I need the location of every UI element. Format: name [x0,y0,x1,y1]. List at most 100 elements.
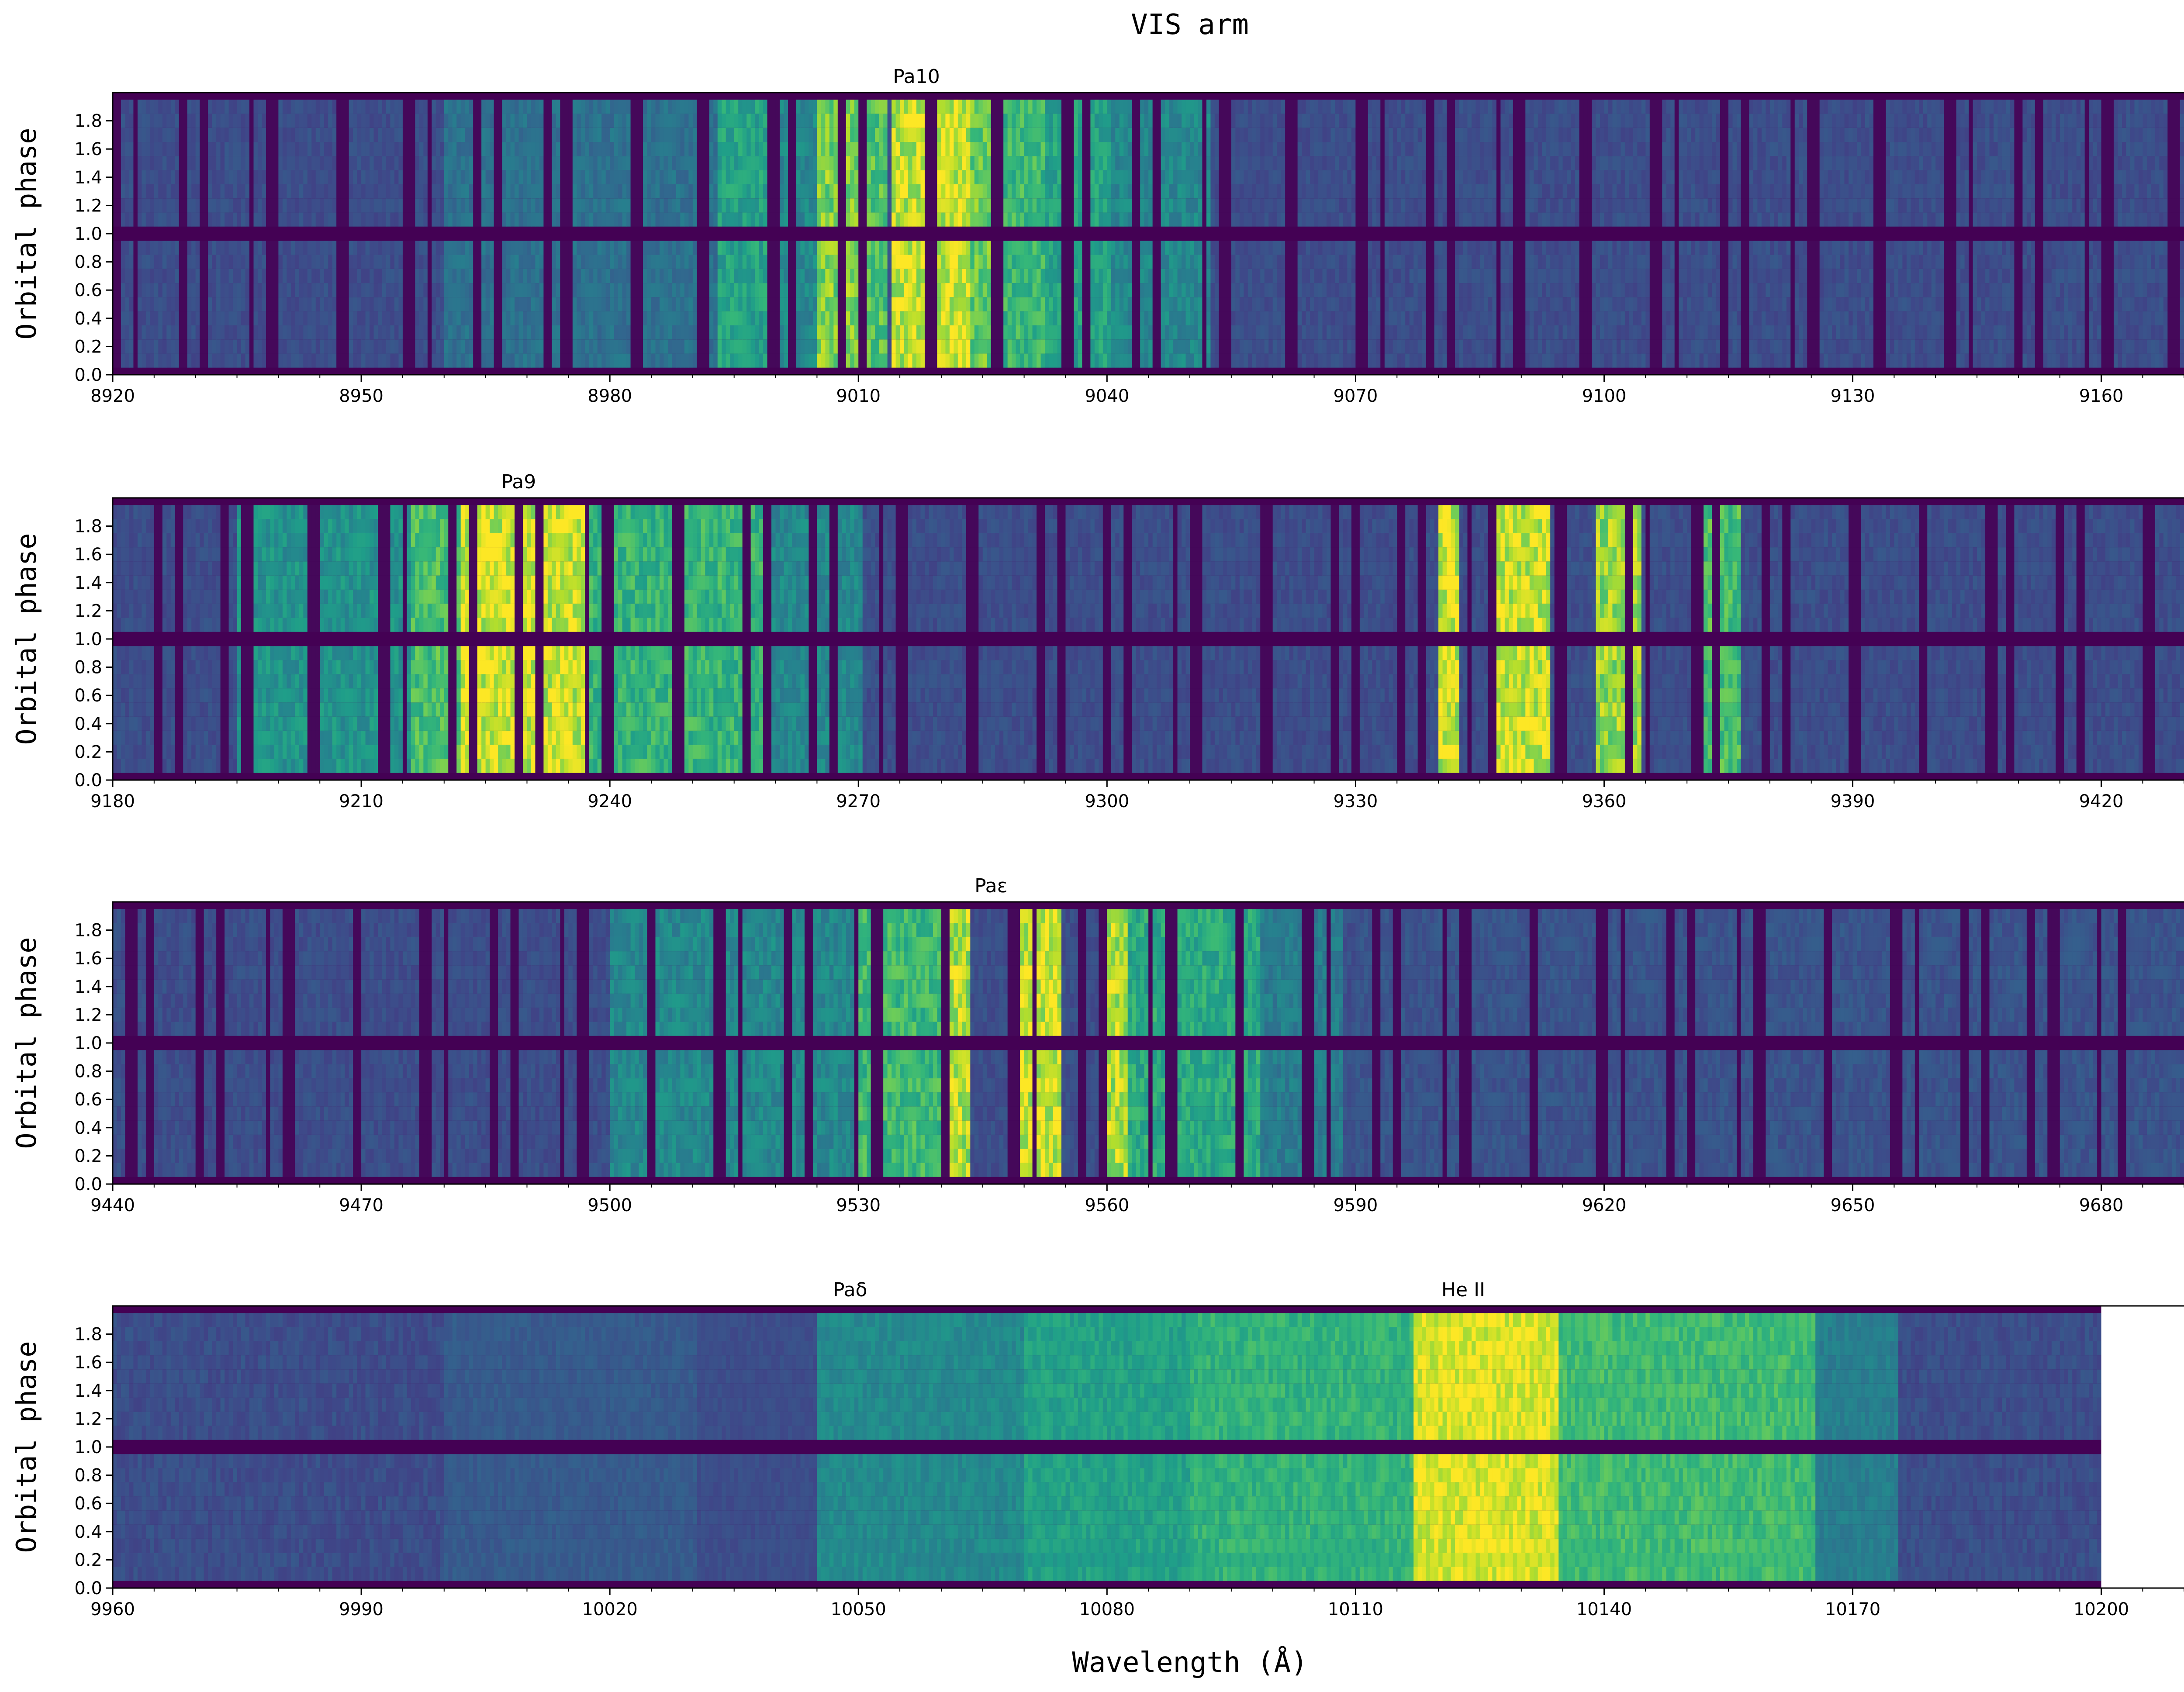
x-tick-label: 9440 [90,1195,135,1215]
spectral-line-label: Pa10 [893,66,940,88]
panel-2-heatmap [113,498,2184,780]
x-tick-label: 10020 [582,1599,638,1619]
panel-4-heatmap [113,1306,2101,1588]
x-tick-label: 9130 [1831,386,1875,406]
y-tick-label: 1.2 [74,1005,102,1025]
y-axis-label: Orbital phase [10,937,42,1149]
x-tick-label: 10140 [1576,1599,1632,1619]
bottom-strip [113,1177,2184,1184]
x-tick-label: 10200 [2073,1599,2129,1619]
x-tick-label: 10170 [1825,1599,1880,1619]
y-axis-label: Orbital phase [10,1341,42,1553]
x-tick-label: 9300 [1085,791,1129,811]
x-tick-label: 9390 [1831,791,1875,811]
spectral-line-label: Paδ [833,1279,867,1301]
y-tick-label: 1.2 [74,601,102,621]
x-tick-label: 10050 [831,1599,886,1619]
phase-gap-1 [113,632,2184,646]
y-tick-label: 1.0 [74,1033,102,1053]
phase-gap-1 [113,1440,2101,1454]
x-tick-label: 9420 [2079,791,2124,811]
bottom-strip [113,1581,2101,1588]
x-tick-label: 9010 [836,386,881,406]
x-tick-label: 9070 [1333,386,1378,406]
x-tick-label: 9990 [339,1599,384,1619]
x-tick-label: 9180 [90,791,135,811]
panel-2: 9180 9210 9240 9270 9300 9330 9360 9390 9420 0.0 0… [10,471,2184,811]
x-tick-label: 9160 [2079,386,2124,406]
x-tick-label: 9100 [1582,386,1627,406]
bottom-strip [113,367,2184,375]
y-tick-label: 0.6 [74,1494,102,1514]
y-tick-label: 0.2 [74,1146,102,1166]
y-tick-label: 0.4 [74,1118,102,1138]
y-tick-label: 0.6 [74,686,102,706]
x-tick-label: 9270 [836,791,881,811]
y-axis-label: Orbital phase [10,128,42,339]
x-tick-label: 9560 [1085,1195,1129,1215]
y-tick-label: 0.0 [74,1174,102,1195]
x-tick-label: 9040 [1085,386,1129,406]
y-axis-label: Orbital phase [10,533,42,745]
x-tick-label: 9330 [1333,791,1378,811]
x-tick-label: 10080 [1079,1599,1135,1619]
y-tick-label: 1.8 [74,921,102,941]
phase-gap-1 [113,226,2184,241]
y-tick-label: 1.4 [74,1381,102,1401]
y-tick-label: 0.8 [74,1062,102,1082]
phase-gap-1 [113,1036,2184,1050]
y-tick-label: 0.8 [74,658,102,678]
panels-group: 8920 8950 8980 9010 9040 9070 9100 9130 9160 0.0 0… [10,66,2184,1619]
top-strip [113,498,2184,505]
panel-3-heatmap [113,902,2184,1184]
y-tick-label: 1.8 [74,1325,102,1345]
y-tick-label: 1.6 [74,949,102,969]
y-tick-label: 1.0 [74,224,102,244]
x-tick-label: 9500 [587,1195,632,1215]
panel-1-heatmap [113,93,2184,375]
x-tick-label: 10110 [1328,1599,1383,1619]
y-tick-label: 0.4 [74,309,102,329]
panel-4: 9960 9990 10020 10050 10080 10110 10140 10170 10… [10,1279,2184,1619]
x-tick-label: 8950 [339,386,384,406]
top-strip [113,902,2184,909]
panel-3: 9440 9470 9500 9530 9560 9590 9620 9650 9680 0.0 0… [10,875,2184,1215]
y-tick-label: 0.6 [74,1090,102,1110]
y-tick-label: 1.4 [74,977,102,997]
x-tick-label: 9210 [339,791,384,811]
spectral-line-label: Pa9 [501,471,536,493]
y-tick-label: 1.6 [74,545,102,565]
y-tick-label: 1.6 [74,139,102,159]
x-tick-label: 9960 [90,1599,135,1619]
spectral-line-label: He II [1441,1279,1485,1301]
spectral-line-label: Paε [975,875,1007,897]
y-tick-label: 0.8 [74,252,102,273]
y-tick-label: 1.2 [74,196,102,216]
top-strip [113,93,2184,100]
panel-1: 8920 8950 8980 9010 9040 9070 9100 9130 9160 0.0 0… [10,66,2184,406]
x-tick-label: 8980 [587,386,632,406]
x-tick-label: 9470 [339,1195,384,1215]
x-tick-label: 9620 [1582,1195,1627,1215]
y-tick-label: 0.2 [74,337,102,357]
x-tick-label: 9590 [1333,1195,1378,1215]
y-tick-label: 1.2 [74,1409,102,1429]
x-tick-label: 9650 [1831,1195,1875,1215]
y-tick-label: 1.4 [74,573,102,593]
y-tick-label: 0.0 [74,1578,102,1599]
y-tick-label: 0.4 [74,1522,102,1542]
x-tick-label: 9360 [1582,791,1627,811]
y-tick-label: 0.0 [74,365,102,385]
y-tick-label: 0.0 [74,770,102,791]
top-strip [113,1306,2101,1313]
y-tick-label: 1.0 [74,629,102,649]
x-tick-label: 9530 [836,1195,881,1215]
y-tick-label: 0.6 [74,280,102,300]
y-tick-label: 0.2 [74,1550,102,1570]
figure-title: VIS arm [1131,9,1249,41]
y-tick-label: 1.0 [74,1437,102,1457]
x-tick-label: 9680 [2079,1195,2124,1215]
y-tick-label: 0.4 [74,714,102,734]
y-tick-label: 1.6 [74,1353,102,1373]
